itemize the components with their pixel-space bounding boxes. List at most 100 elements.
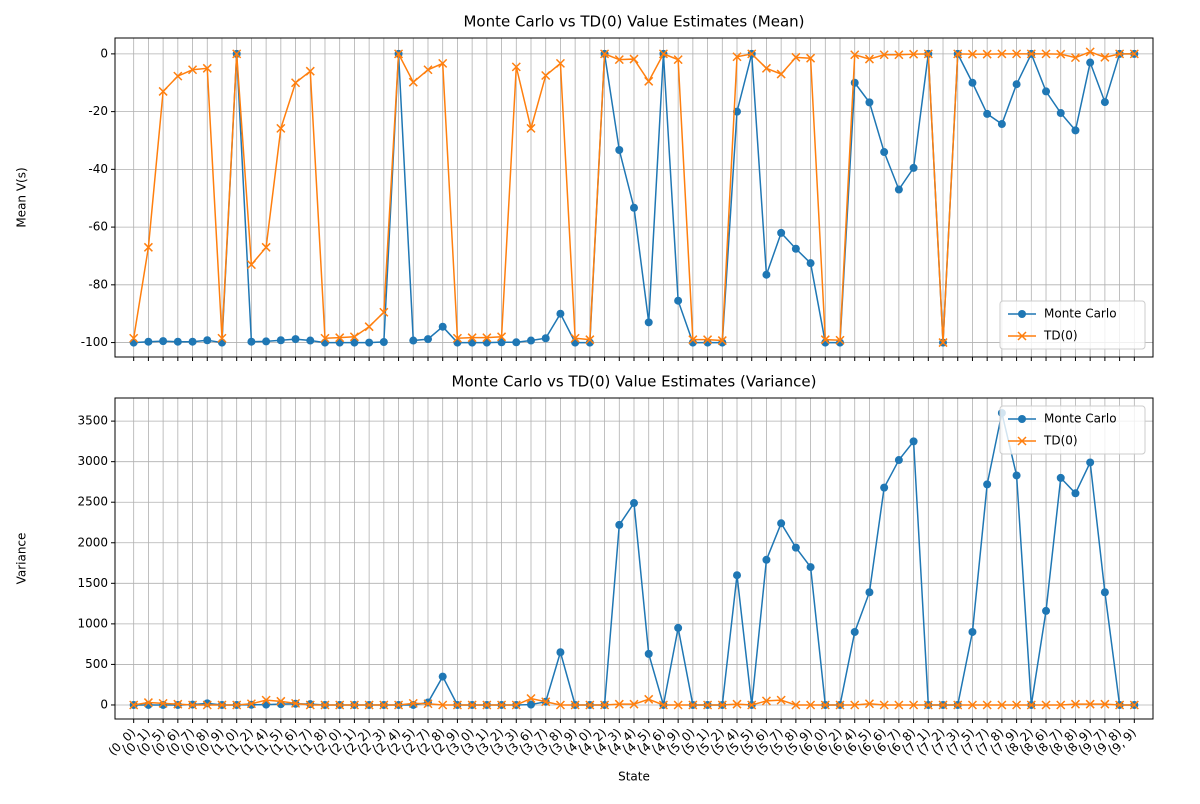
marker — [967, 49, 977, 59]
legend-marker — [1018, 415, 1026, 423]
marker — [262, 700, 271, 709]
marker — [173, 699, 183, 709]
marker — [1115, 49, 1125, 59]
marker — [909, 49, 919, 59]
marker — [1012, 80, 1021, 89]
marker — [806, 259, 815, 268]
marker — [909, 163, 918, 172]
marker — [291, 335, 300, 344]
marker — [688, 338, 697, 347]
marker — [1070, 699, 1080, 709]
marker — [776, 69, 786, 79]
marker — [438, 58, 448, 68]
marker — [452, 700, 462, 710]
marker — [630, 499, 638, 508]
marker — [1042, 606, 1051, 615]
marker — [909, 700, 919, 710]
marker — [365, 338, 374, 347]
chart-title: Monte Carlo vs TD(0) Value Estimates (Me… — [463, 13, 804, 31]
marker — [1100, 588, 1109, 597]
marker — [1086, 58, 1095, 67]
marker — [482, 700, 492, 710]
y-tick-label: -20 — [88, 104, 108, 118]
y-tick-label: -60 — [88, 220, 108, 234]
marker — [1012, 471, 1021, 480]
marker — [1085, 699, 1095, 709]
marker — [203, 336, 212, 345]
marker — [703, 335, 713, 345]
marker — [1042, 87, 1051, 96]
marker — [232, 49, 242, 59]
marker — [217, 333, 227, 343]
marker — [203, 699, 212, 708]
marker — [644, 76, 654, 86]
marker — [761, 696, 771, 706]
marker — [777, 228, 786, 237]
marker — [880, 148, 889, 157]
marker — [262, 337, 271, 346]
marker — [438, 322, 447, 331]
marker — [997, 49, 1007, 59]
marker — [158, 698, 168, 708]
marker — [850, 627, 859, 636]
marker — [967, 700, 977, 710]
marker — [202, 63, 212, 73]
marker — [320, 338, 329, 347]
y-axis-label: Mean V(s) — [15, 167, 29, 227]
marker — [232, 700, 242, 710]
series — [129, 693, 1139, 710]
marker — [364, 322, 374, 332]
marker — [732, 699, 742, 709]
marker — [923, 700, 933, 710]
marker — [408, 698, 418, 708]
marker — [143, 698, 153, 708]
marker — [1070, 53, 1080, 63]
marker — [306, 336, 315, 345]
marker — [1071, 489, 1080, 498]
marker — [585, 700, 595, 710]
marker — [806, 563, 815, 572]
marker — [276, 123, 286, 133]
legend-label: Monte Carlo — [1044, 412, 1117, 426]
marker — [585, 338, 594, 347]
marker — [394, 49, 404, 59]
marker — [188, 337, 197, 346]
marker — [217, 700, 227, 710]
marker — [1056, 473, 1065, 482]
marker — [600, 49, 610, 59]
marker — [276, 696, 286, 706]
y-axis-label: Variance — [15, 533, 29, 585]
marker — [879, 700, 889, 710]
marker — [614, 699, 624, 709]
x-axis-label: State — [618, 770, 650, 784]
marker — [835, 335, 845, 345]
marker — [246, 260, 256, 270]
marker — [674, 623, 683, 632]
marker — [953, 49, 963, 59]
marker — [423, 335, 432, 344]
marker — [261, 695, 271, 705]
marker — [261, 242, 271, 252]
marker — [276, 336, 285, 345]
series — [129, 47, 1139, 348]
marker — [600, 700, 610, 710]
marker — [1041, 700, 1051, 710]
legend-label: TD(0) — [1043, 434, 1078, 448]
marker — [894, 185, 903, 194]
marker — [320, 700, 330, 710]
marker — [158, 86, 168, 96]
marker — [409, 336, 418, 345]
y-tick-label: 2000 — [77, 535, 108, 549]
marker — [673, 55, 683, 65]
marker — [1129, 700, 1139, 710]
marker — [864, 54, 874, 64]
marker — [335, 700, 345, 710]
marker — [188, 65, 198, 75]
marker — [305, 700, 315, 710]
marker — [555, 58, 565, 68]
marker — [291, 698, 301, 708]
marker — [1115, 700, 1125, 710]
marker — [997, 700, 1007, 710]
marker — [571, 338, 580, 347]
marker — [541, 334, 550, 343]
